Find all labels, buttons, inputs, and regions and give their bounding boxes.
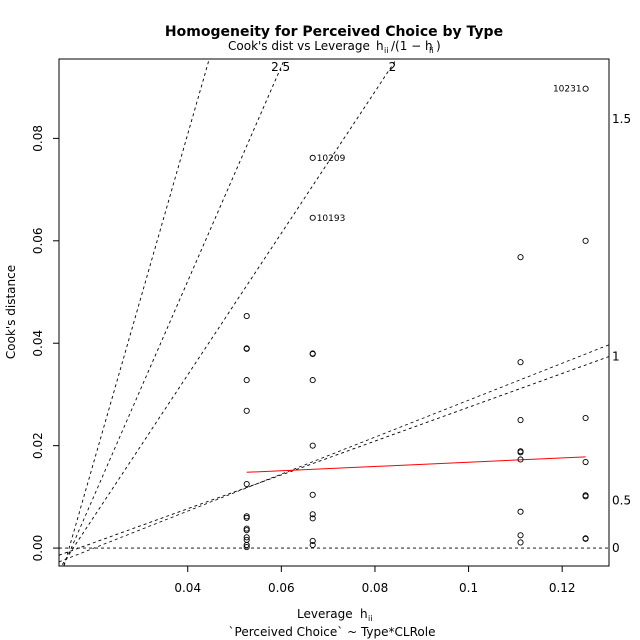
data-point [243,313,250,320]
x-axis-label-symbol-sub: ii [368,614,372,623]
cooks-distance-contours [59,59,609,566]
data-point [243,377,250,384]
contour-level-labels: 2 2.5 1.5 1 0.5 0 [271,60,631,555]
data-points: 10209 10193 10231 [243,85,589,551]
x-tick-label: 0.04 [174,581,201,595]
x-axis: 0.04 0.06 0.08 0.1 0.12 [174,566,576,595]
cooks-contour-line [59,356,609,556]
chart-subtitle: Cook's dist vs Leverage h ii /(1 − h ii … [228,39,441,55]
y-tick-label: 0.08 [31,125,45,152]
smoother-red-line [246,456,586,473]
data-point [309,350,316,358]
x-tick-label: 0.1 [459,581,478,595]
y-tick-label: 0.06 [31,227,45,254]
data-point [582,85,589,92]
smoother-line [246,456,586,473]
data-point [243,541,250,549]
x-tick-label: 0.12 [549,581,576,595]
data-point [582,237,589,244]
data-point [243,345,250,352]
data-point [517,416,524,424]
contour-right-label: 0.5 [612,493,631,507]
x-axis-label-symbol: h [360,607,368,621]
data-point [309,515,316,522]
point-id-label: 10209 [317,154,346,164]
chart-title: Homogeneity for Perceived Choice by Type [165,24,503,40]
data-point [309,491,316,498]
data-point [582,493,589,500]
cooks-contour-line [59,344,609,563]
data-point [582,458,589,466]
data-point [309,442,316,449]
data-point [309,214,316,221]
y-tick-label: 0.02 [31,432,45,459]
data-point [517,508,524,515]
data-point [243,407,250,414]
contour-top-label: 2 [389,60,397,74]
data-point [243,481,250,488]
data-point [243,534,250,541]
subtitle-formula-mid: /(1 − h [391,39,433,53]
data-point [243,527,250,534]
y-axis-label: Cook's distance [4,265,18,359]
data-point [517,532,524,539]
data-point [309,537,316,544]
subtitle-formula-h: h [376,39,384,53]
data-point [582,535,589,542]
contour-right-label: 0 [612,541,620,555]
point-id-label: 10193 [317,214,346,224]
data-point [243,514,250,521]
data-point [517,359,524,366]
data-point [309,154,316,161]
data-point [517,449,524,456]
cooks-contour-line [60,59,397,566]
data-point [309,511,316,518]
data-point [517,539,524,546]
contour-top-label: 2.5 [271,60,290,74]
data-point [309,377,316,384]
model-formula-caption: `Perceived Choice` ~ Type*CLRole [229,625,436,639]
data-point [582,414,589,422]
contour-right-label: 1 [612,350,620,364]
contour-right-label: 1.5 [612,112,631,126]
cooks-contour-line [63,59,210,566]
data-point [517,254,524,261]
subtitle-formula-sub2: ii [429,46,433,55]
x-tick-label: 0.08 [362,581,389,595]
point-id-label: 10231 [553,85,582,95]
y-tick-label: 0.04 [31,330,45,357]
x-axis-label-text: Leverage [297,607,353,621]
y-axis: 0.00 0.02 0.04 0.06 0.08 [31,125,59,561]
subtitle-text: Cook's dist vs Leverage [228,39,370,53]
y-tick-label: 0.00 [31,535,45,562]
data-point [309,541,316,549]
subtitle-formula-sub: ii [384,46,388,55]
plot-frame [58,58,610,567]
data-point [243,544,250,551]
cooks-contour-line [62,59,286,566]
subtitle-formula-end: ) [436,39,441,53]
x-axis-label: Leverage h ii [297,607,372,623]
x-tick-label: 0.06 [268,581,295,595]
data-point [517,456,524,463]
